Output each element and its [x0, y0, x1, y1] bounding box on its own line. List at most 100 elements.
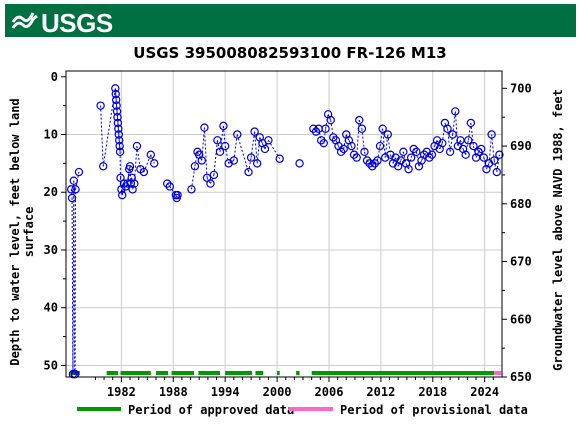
y-left-tick-label: 20 [44, 185, 58, 199]
series-connector [203, 127, 208, 178]
series-connector [228, 160, 235, 164]
y-right-tick-label: 650 [510, 370, 532, 384]
series-connector [210, 174, 215, 184]
approved-period-bar [225, 371, 252, 375]
water-level-series [66, 84, 504, 379]
data-point [466, 118, 476, 128]
series-connector [488, 134, 493, 164]
data-point [355, 115, 364, 125]
approved-period-bar [296, 371, 300, 375]
data-point [229, 156, 239, 165]
data-point [233, 130, 242, 139]
data-point [190, 162, 200, 171]
data-point [219, 121, 228, 131]
x-tick-label: 1994 [211, 385, 240, 399]
series-connector [449, 134, 454, 152]
y-axis-left-label-line1: Depth to water level, feet below land [8, 98, 22, 365]
data-point [146, 150, 155, 159]
data-point [246, 153, 256, 162]
data-point [495, 150, 504, 159]
series-connector [444, 122, 448, 129]
series-connector [264, 140, 269, 150]
data-point [368, 162, 377, 171]
data-point [487, 130, 496, 139]
approved-period-bar [311, 371, 495, 375]
series-connector [250, 131, 256, 158]
series-connector [421, 154, 425, 161]
series-connector [70, 189, 73, 199]
series-connector [348, 140, 352, 147]
approved-period-bar [155, 371, 169, 375]
data-point [163, 179, 172, 188]
data-point [311, 127, 321, 136]
data-point [215, 147, 225, 157]
provisional-period-bar [494, 371, 502, 375]
data-point [479, 153, 489, 162]
data-point [378, 124, 387, 133]
data-point [66, 185, 76, 194]
y-left-tick-label: 0 [51, 70, 58, 84]
series-connector [335, 140, 339, 147]
series-connector [467, 122, 472, 141]
data-point [250, 127, 259, 136]
series-connector [457, 140, 461, 147]
data-point [200, 123, 209, 132]
series-connector [491, 134, 495, 161]
series-connector [128, 166, 131, 170]
data-point [67, 193, 77, 203]
series-connector [71, 198, 74, 375]
series-connector [198, 154, 203, 161]
data-point [70, 369, 80, 379]
data-point [357, 124, 367, 133]
y-right-tick-label: 660 [510, 312, 532, 326]
y-left-tick-label: 30 [44, 243, 58, 257]
series-connector [197, 151, 200, 155]
data-point [115, 136, 124, 145]
y-right-tick-label: 700 [510, 81, 532, 95]
data-point [150, 159, 159, 168]
data-point [69, 176, 78, 185]
series-connector [397, 160, 402, 167]
x-tick-label: 2000 [263, 385, 292, 399]
data-point [336, 147, 346, 157]
usgs-header-banner: USGS [5, 4, 576, 38]
data-point [165, 182, 175, 191]
data-point [316, 136, 326, 145]
series-connector [150, 154, 155, 164]
series-connector [345, 134, 350, 141]
series-connector [343, 134, 347, 150]
series-connector [236, 134, 250, 173]
grid-lines [66, 71, 502, 377]
plot-frame [65, 70, 503, 378]
data-point [427, 150, 437, 159]
data-point [71, 185, 80, 194]
x-tick-label: 2018 [418, 385, 447, 399]
series-connector [418, 160, 423, 167]
series-connector [261, 142, 266, 150]
y-left-tick-label: 50 [44, 358, 58, 372]
data-point [139, 167, 149, 177]
y-right-tick-label: 680 [510, 197, 532, 211]
data-point [326, 115, 335, 125]
series-connector [379, 128, 384, 147]
series-connector [213, 140, 218, 175]
data-point [206, 179, 215, 188]
series-connector [485, 163, 490, 170]
data-point [319, 138, 328, 148]
series-connector [382, 128, 386, 158]
series-connector [415, 151, 420, 167]
series-connector [363, 151, 368, 161]
series-connector [323, 128, 327, 144]
data-point [209, 170, 219, 180]
approved-period-bar [198, 371, 220, 375]
chart-title: USGS 395008082593100 FR-126 M13 [133, 44, 447, 62]
series-connector [358, 119, 363, 129]
data-point [352, 153, 361, 162]
series-connector [431, 145, 436, 155]
series-connector [475, 151, 480, 158]
data-point [275, 154, 284, 163]
series-connector [493, 160, 498, 173]
data-point [490, 156, 499, 165]
data-point [220, 141, 230, 151]
